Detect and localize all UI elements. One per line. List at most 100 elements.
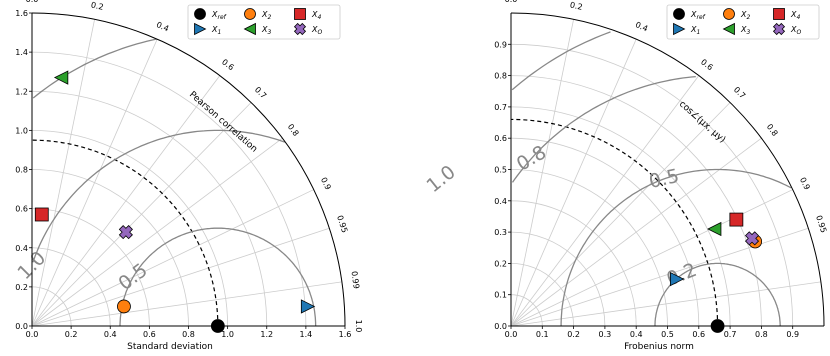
grid-spoke: [31, 75, 221, 327]
point-1: [300, 299, 316, 314]
y-tick-label: 1.2: [15, 87, 28, 96]
grid-spoke: [31, 227, 330, 327]
grid-arc: [31, 208, 150, 327]
x-tick-label: 0.5: [661, 330, 674, 339]
x-tick-label: 0.7: [724, 330, 737, 339]
grid-spoke: [510, 75, 700, 327]
correlation-tick-label: 0.2: [569, 0, 583, 11]
legend-marker-2: [723, 8, 735, 20]
y-tick-label: 0.0: [494, 322, 507, 331]
x-tick-label: 0.8: [755, 330, 768, 339]
y-tick-label: 0.9: [494, 40, 507, 49]
legend-marker-4: [773, 8, 785, 20]
y-tick-label: 0.2: [494, 259, 507, 268]
angle-axis-label: cos∠(μx, μy): [677, 99, 727, 145]
legend-label-o: XO: [311, 25, 322, 36]
rms-contour: [654, 262, 781, 326]
correlation-tick-label: 0.7: [732, 85, 747, 100]
point-o: [744, 231, 760, 246]
x-tick-label: 0.3: [599, 330, 612, 339]
y-tick-label: 0.6: [15, 205, 28, 214]
correlation-tick-label: 0.4: [155, 20, 170, 33]
legend-marker-o: [772, 22, 786, 36]
legend-marker-1: [194, 22, 207, 36]
legend-label-ref: Xref: [211, 10, 227, 21]
correlation-tick-label: 0.95: [335, 214, 349, 234]
reference-std-arc: [510, 118, 719, 327]
point-3: [707, 221, 722, 237]
rms-contour: [119, 227, 317, 327]
grid-arc: [510, 75, 762, 327]
correlation-tick-label: 0.2: [90, 0, 104, 11]
grid-spoke: [31, 189, 314, 327]
x-tick-label: 0.0: [505, 330, 518, 339]
grid-spoke: [510, 189, 793, 327]
correlation-tick-label: 0.0: [505, 0, 518, 4]
correlation-tick-label: 0.99: [349, 270, 360, 289]
y-tick-label: 0.7: [494, 103, 507, 112]
y-tick-label: 0.1: [494, 291, 507, 300]
point-2: [117, 299, 131, 314]
point-ref: [210, 319, 225, 333]
x-tick-label: 0.4: [630, 330, 643, 339]
y-tick-label: 0.8: [494, 72, 507, 81]
y-tick-label: 0.8: [15, 166, 28, 175]
legend-marker-1: [673, 22, 686, 36]
y-tick-label: 1.0: [15, 126, 28, 135]
grid-spoke: [510, 19, 574, 327]
point-4: [729, 212, 744, 227]
legend-label-o: XO: [790, 25, 801, 36]
legend-marker-ref: [673, 8, 685, 20]
correlation-tick-label: 0.4: [634, 20, 649, 33]
legend-label-2: X2: [740, 10, 750, 21]
x-tick-label: 0.9: [786, 330, 799, 339]
grid-spoke: [510, 38, 637, 327]
x-tick-label: 0.1: [536, 330, 549, 339]
correlation-tick-label: 0.6: [699, 57, 715, 72]
y-tick-label: 0.0: [15, 322, 28, 331]
x-tick-label: 1.2: [260, 330, 273, 339]
legend: Xref X1 X2 X3 X4 XO: [666, 4, 820, 40]
y-tick-label: 0.5: [494, 166, 507, 175]
legend-label-3: X3: [740, 25, 750, 36]
x-tick-label: 0.0: [26, 330, 39, 339]
grid-spoke: [31, 19, 95, 327]
legend-marker-3: [243, 22, 256, 36]
grid-arc: [31, 12, 346, 327]
legend-marker-o: [293, 22, 307, 36]
correlation-tick-label: 0.7: [253, 85, 268, 100]
correlation-tick-label: 0.8: [765, 122, 780, 138]
point-3: [53, 70, 69, 85]
grid-spoke: [31, 102, 252, 327]
legend-label-2: X2: [261, 10, 271, 21]
rms-contour: [560, 168, 792, 326]
y-tick-label: 0.6: [494, 134, 507, 143]
x-tick-label: 0.6: [143, 330, 156, 339]
legend-marker-2: [244, 8, 256, 20]
grid-arc: [510, 263, 574, 327]
correlation-tick-label: 0.9: [798, 176, 812, 191]
grid-arc: [510, 200, 637, 327]
x-tick-label: 0.2: [567, 330, 580, 339]
outer-arc: [510, 12, 825, 327]
taylor-chart-2: 0.00.20.40.60.70.80.90.950.991.00.20.50.…: [423, 0, 830, 352]
y-tick-label: 0.2: [15, 283, 28, 292]
y-tick-label: 0.3: [494, 228, 507, 237]
y-tick-label: 1.6: [15, 9, 28, 18]
y-tick-label: 0.4: [15, 244, 28, 253]
x-tick-label: 0.8: [182, 330, 195, 339]
grid-arc: [510, 231, 606, 327]
correlation-tick-label: 0.8: [286, 122, 301, 138]
correlation-tick-label: 0.6: [220, 57, 236, 72]
legend-marker-4: [294, 8, 306, 20]
legend-label-1: X1: [690, 25, 700, 36]
correlation-tick-label: 0.9: [319, 176, 333, 191]
legend-label-4: X4: [790, 10, 800, 21]
x-tick-label: 1.6: [339, 330, 352, 339]
x-tick-label: 0.2: [65, 330, 78, 339]
legend-label-ref: Xref: [690, 10, 706, 21]
grid-arc: [31, 129, 229, 327]
grid-spoke: [510, 137, 762, 327]
point-o: [118, 225, 133, 240]
legend-marker-ref: [194, 8, 206, 20]
